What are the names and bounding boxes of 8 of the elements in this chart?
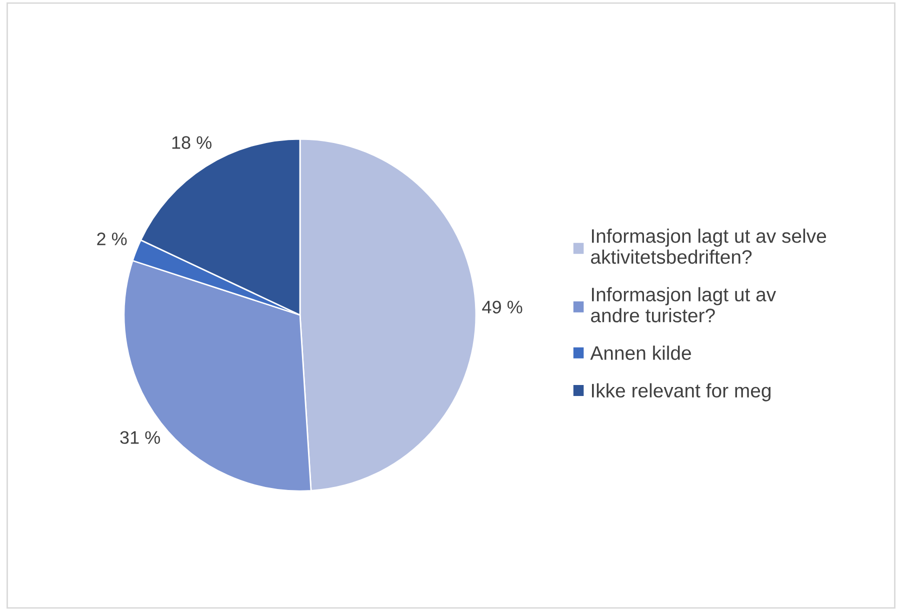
data-label: 18 % [172, 136, 212, 149]
data-label: 2 % [97, 232, 127, 246]
data-label: 31 % [120, 431, 160, 444]
legend-label: Informasjon lagt ut av andre turister? [591, 287, 776, 322]
legend-label: Informasjon lagt ut av selve aktivitetsbedriften? [591, 228, 826, 264]
legend-label: Annen kilde [590, 346, 691, 360]
data-label: 49 % [482, 300, 522, 314]
legend-label: Ikke relevant for meg [592, 383, 771, 402]
